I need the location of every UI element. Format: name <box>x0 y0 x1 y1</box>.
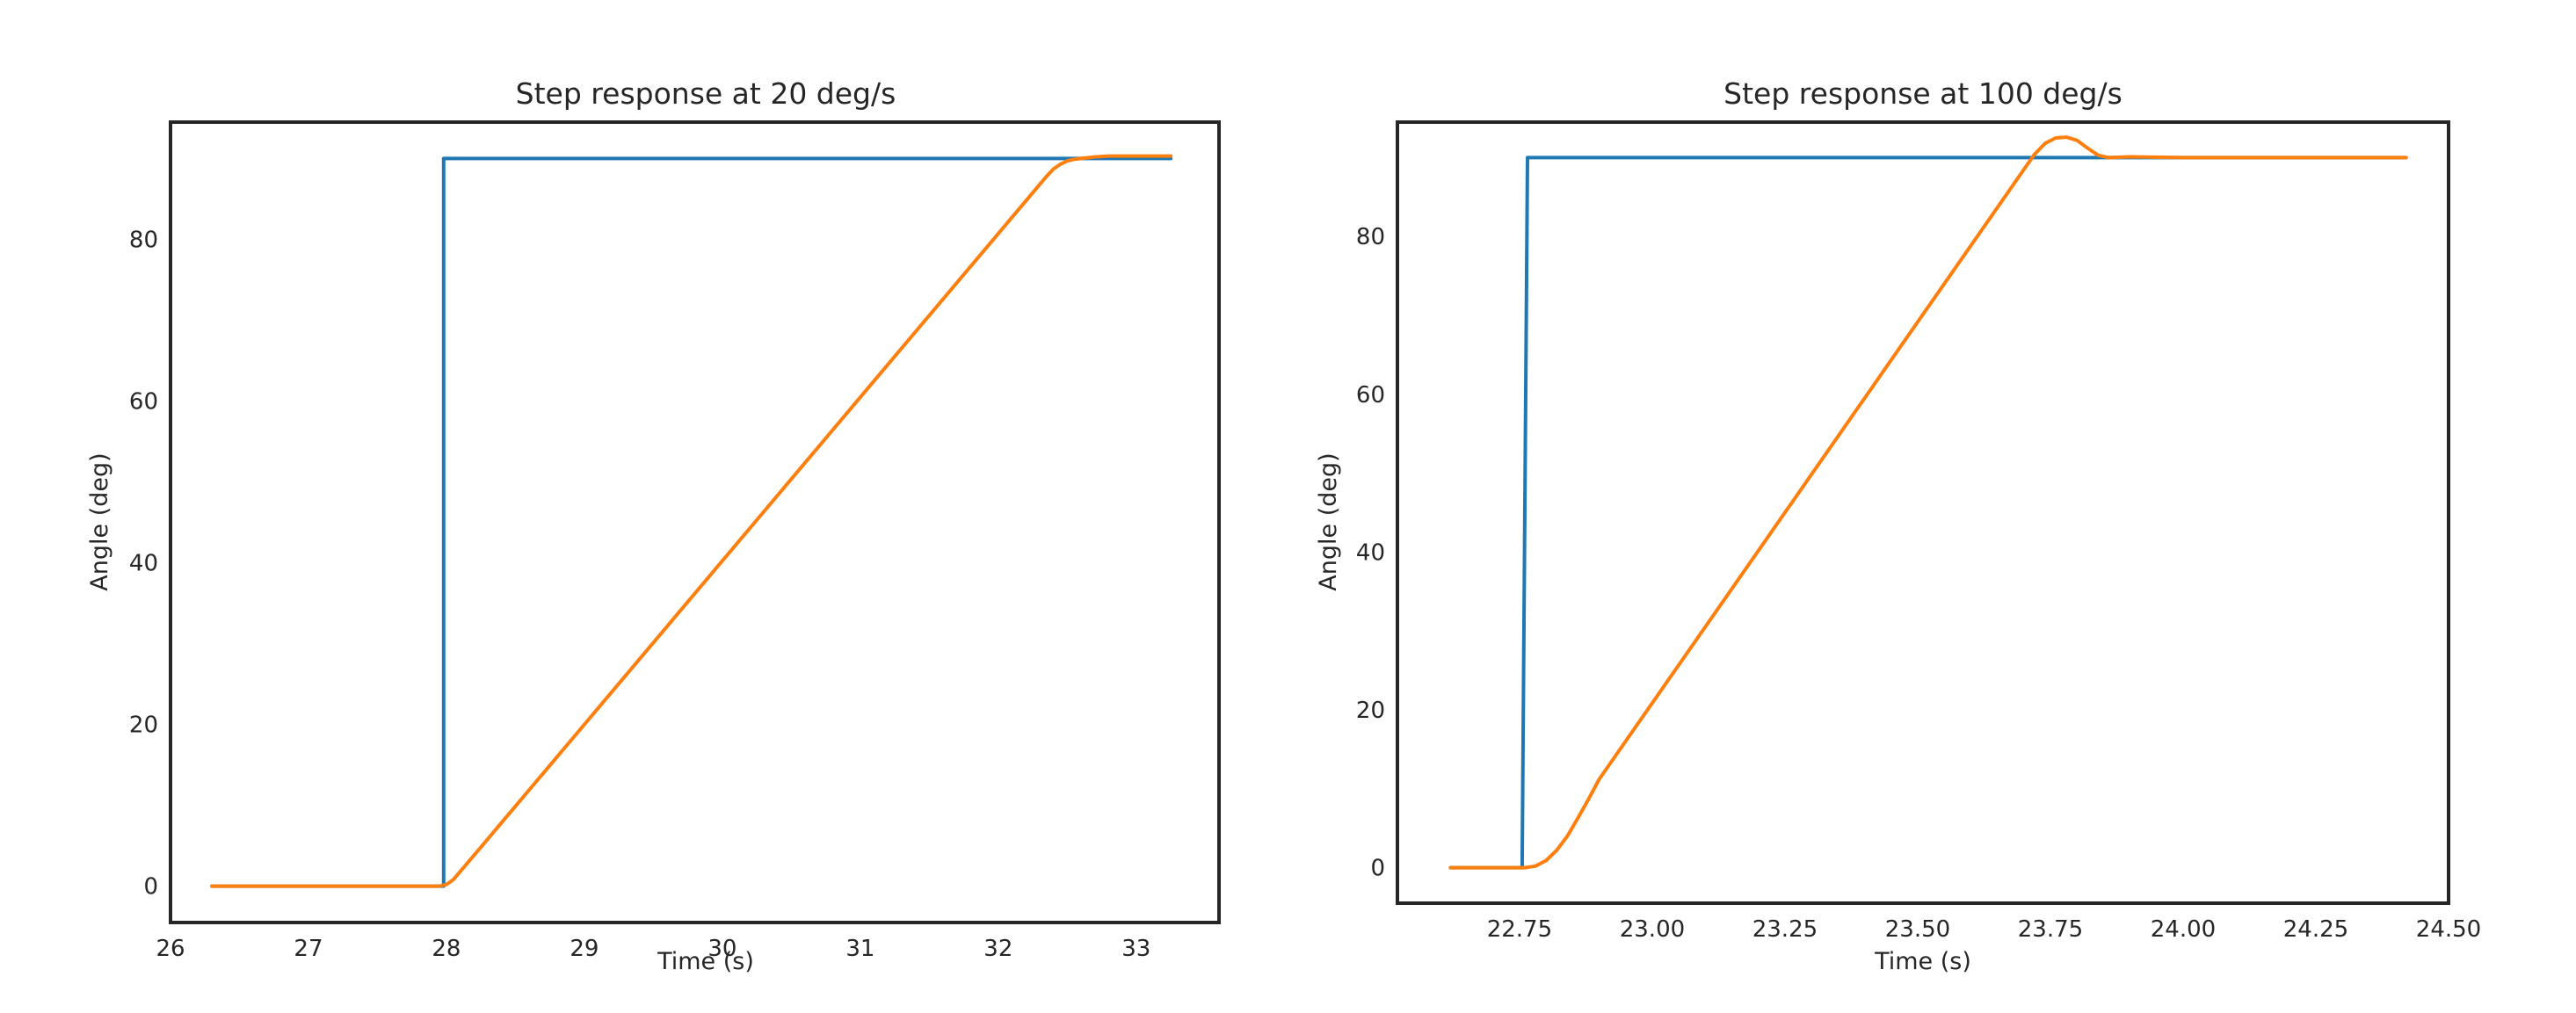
x-tick-label: 32 <box>983 936 1012 962</box>
y-axis-label: Angle (deg) <box>86 452 113 590</box>
x-tick-label: 24.00 <box>2151 916 2216 943</box>
y-axis-label: Angle (deg) <box>1315 452 1342 590</box>
plot-area <box>1448 135 2408 870</box>
tick-labels: 22.75 23.00 23.25 23.50 23.75 24.00 24.25 24.50… <box>1356 224 2481 943</box>
y-tick-label: 60 <box>1356 382 1385 409</box>
tick-labels: 26 27 28 29 30 31 32 33 0 20 40 60 80 <box>129 227 1150 962</box>
y-tick-label: 0 <box>143 874 158 901</box>
x-tick-label: 22.75 <box>1487 916 1552 943</box>
x-axis-label: Time (s) <box>657 948 754 975</box>
response-line <box>210 154 1173 888</box>
x-tick-label: 23.75 <box>2018 916 2083 943</box>
chart-title: Step response at 100 deg/s <box>1723 76 2122 111</box>
chart-title: Step response at 20 deg/s <box>516 76 896 111</box>
x-tick-label: 23.00 <box>1620 916 1685 943</box>
x-tick-label: 28 <box>432 936 461 962</box>
x-tick-label: 23.50 <box>1885 916 1950 943</box>
y-tick-label: 0 <box>1370 856 1385 882</box>
chart-left: Step response at 20 deg/s Time (s) Angle… <box>86 76 1221 975</box>
y-tick-label: 20 <box>129 713 158 739</box>
x-tick-label: 23.25 <box>1752 916 1818 943</box>
x-tick-label: 33 <box>1121 936 1150 962</box>
x-tick-label: 24.25 <box>2283 916 2348 943</box>
x-tick-label: 30 <box>707 936 737 962</box>
y-tick-label: 20 <box>1356 698 1385 724</box>
x-tick-label: 26 <box>156 936 185 962</box>
x-tick-label: 24.50 <box>2416 916 2481 943</box>
x-tick-label: 31 <box>845 936 874 962</box>
setpoint-line <box>210 156 1173 888</box>
setpoint-line <box>1448 156 2408 870</box>
x-tick-label: 29 <box>570 936 599 962</box>
plot-area <box>210 154 1173 888</box>
response-line <box>1448 135 2408 870</box>
axes-frame <box>1396 120 2450 905</box>
x-tick-label: 27 <box>294 936 323 962</box>
y-tick-label: 80 <box>1356 224 1385 250</box>
y-tick-label: 40 <box>1356 539 1385 566</box>
y-tick-label: 60 <box>129 388 158 415</box>
y-tick-label: 80 <box>129 227 158 253</box>
x-axis-label: Time (s) <box>1874 948 1971 975</box>
axes-frame <box>169 120 1221 924</box>
y-tick-label: 40 <box>129 551 158 577</box>
chart-right: Step response at 100 deg/s Time (s) Angl… <box>1315 76 2481 975</box>
